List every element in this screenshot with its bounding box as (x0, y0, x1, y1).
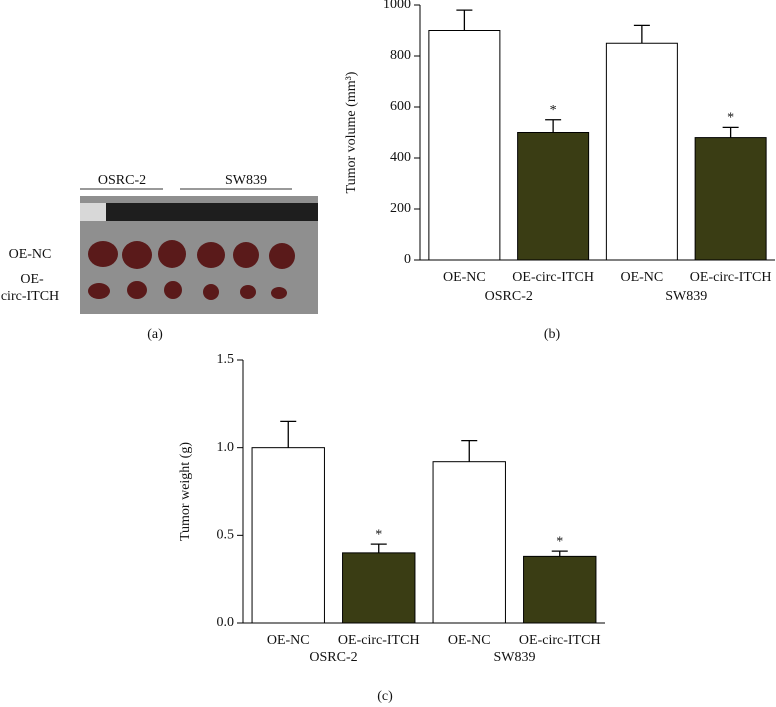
significance-mark: * (550, 103, 557, 118)
bar (523, 555, 597, 624)
x-tick-label: OE-NC (620, 270, 663, 285)
group-label: SW839 (665, 289, 707, 304)
group-label: OSRC-2 (485, 289, 533, 304)
y-tick-label: 1000 (383, 0, 411, 12)
y-tick-label: 0.0 (217, 615, 235, 630)
x-tick-label: OE-NC (448, 633, 491, 648)
x-tick-label: OE-circ-ITCH (338, 633, 420, 648)
panel-label: (a) (147, 327, 163, 342)
column-label: OSRC-2 (98, 173, 146, 188)
bar (432, 461, 506, 624)
group-label: OSRC-2 (309, 650, 357, 665)
y-tick-label: 800 (390, 48, 411, 63)
significance-mark: * (727, 111, 734, 126)
photo-panel: OSRC-2 SW839 OE-NC OE- circ-ITCH (a) (1, 173, 318, 342)
y-tick-label: 0 (404, 252, 411, 267)
bar (428, 30, 501, 261)
row-label: OE- (20, 272, 44, 287)
y-tick-label: 400 (390, 150, 411, 165)
significance-mark: * (375, 527, 382, 542)
y-tick-label: 1.0 (217, 440, 235, 455)
ruler-end (80, 203, 106, 221)
bar (605, 42, 678, 261)
y-axis-label: Tumor weight (g) (178, 442, 193, 541)
panel-label: (c) (377, 689, 393, 704)
bar (694, 137, 767, 261)
x-tick-label: OE-NC (443, 270, 486, 285)
x-tick-label: OE-circ-ITCH (519, 633, 601, 648)
row-label: OE-NC (9, 247, 52, 262)
y-tick-label: 600 (390, 99, 411, 114)
x-tick-label: OE-NC (267, 633, 310, 648)
y-axis-label: Tumor volume (mm³) (344, 71, 359, 193)
bar (517, 132, 590, 261)
x-tick-label: OE-circ-ITCH (512, 270, 594, 285)
bar (342, 552, 416, 624)
y-tick-label: 200 (390, 201, 411, 216)
column-label: SW839 (225, 173, 267, 188)
ruler (80, 203, 318, 221)
tumors (88, 240, 295, 300)
significance-mark: * (556, 534, 563, 549)
panel-label: (b) (544, 327, 561, 342)
row-label: circ-ITCH (1, 289, 59, 304)
x-tick-label: OE-circ-ITCH (690, 270, 772, 285)
y-tick-label: 1.5 (217, 352, 235, 367)
bar (251, 447, 325, 624)
y-tick-label: 0.5 (217, 528, 235, 543)
group-label: SW839 (494, 650, 536, 665)
